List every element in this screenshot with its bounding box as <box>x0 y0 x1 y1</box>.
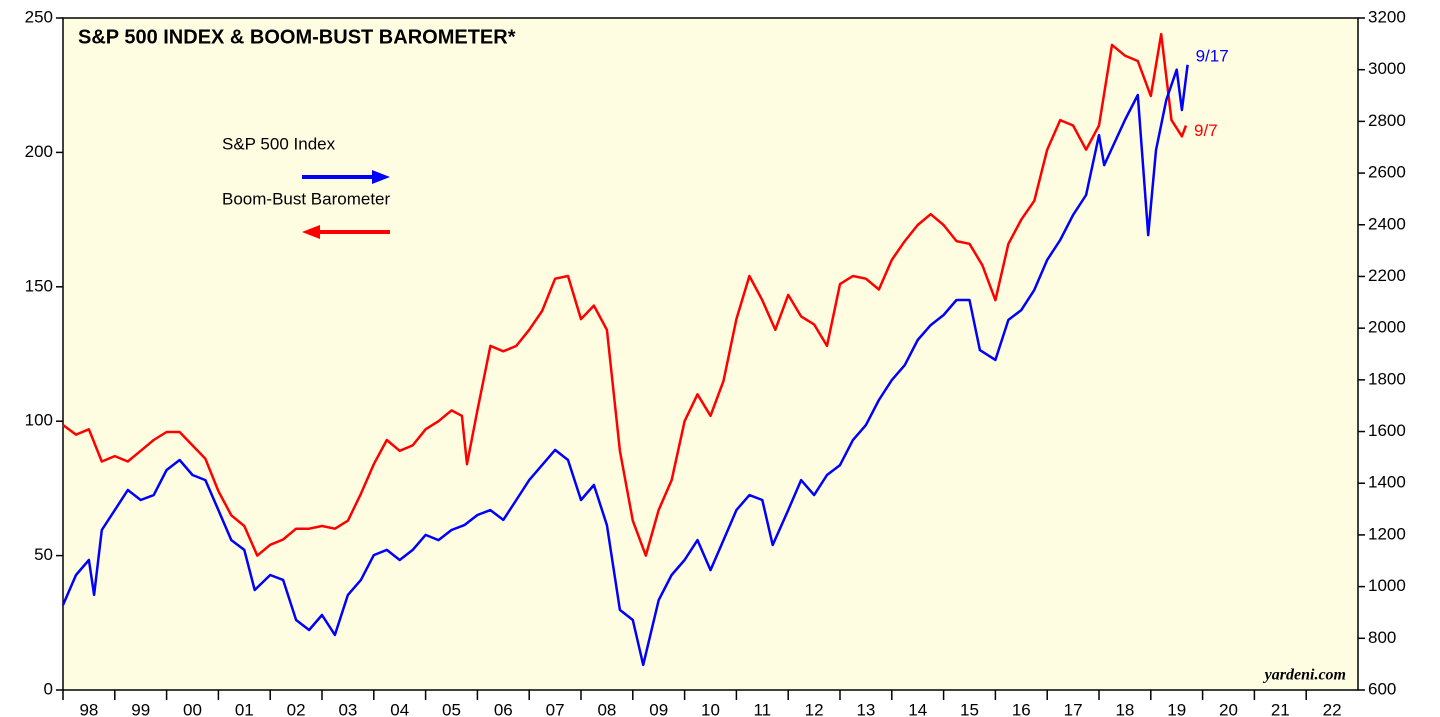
x-tick-label: 22 <box>1323 700 1342 717</box>
end-label: 9/17 <box>1196 46 1229 65</box>
series-line <box>62 32 1188 557</box>
y2-tick-label: 2000 <box>1368 318 1406 337</box>
y2-tick-label: 2800 <box>1368 111 1406 130</box>
x-tick-label: 21 <box>1271 700 1290 717</box>
legend-arrow <box>302 225 320 239</box>
y-tick-label: 200 <box>25 142 53 161</box>
x-tick-label: 00 <box>183 700 202 717</box>
legend-label: Boom-Bust Barometer <box>222 189 391 208</box>
x-tick-label: 04 <box>390 700 409 717</box>
x-tick-label: 09 <box>649 700 668 717</box>
legend-arrow <box>372 170 390 184</box>
x-tick-label: 19 <box>1167 700 1186 717</box>
series-line <box>61 64 1189 667</box>
y2-tick-label: 1200 <box>1368 524 1406 543</box>
y2-tick-label: 600 <box>1368 679 1396 698</box>
y-tick-label: 250 <box>25 7 53 26</box>
x-tick-label: 14 <box>908 700 927 717</box>
chart-title: S&P 500 INDEX & BOOM-BUST BAROMETER* <box>78 26 516 48</box>
x-tick-label: 15 <box>960 700 979 717</box>
x-tick-label: 11 <box>753 700 771 717</box>
y-tick-label: 50 <box>34 545 53 564</box>
x-tick-label: 18 <box>1115 700 1134 717</box>
x-tick-label: 05 <box>442 700 461 717</box>
x-tick-label: 02 <box>287 700 306 717</box>
y2-tick-label: 2400 <box>1368 214 1406 233</box>
y-tick-label: 0 <box>44 679 53 698</box>
x-tick-label: 01 <box>235 700 254 717</box>
x-tick-label: 03 <box>338 700 357 717</box>
x-tick-label: 06 <box>494 700 513 717</box>
x-tick-label: 98 <box>79 700 98 717</box>
y2-tick-label: 3200 <box>1368 7 1406 26</box>
y2-tick-label: 1600 <box>1368 421 1406 440</box>
x-tick-label: 16 <box>1012 700 1031 717</box>
x-tick-label: 12 <box>805 700 824 717</box>
y-tick-label: 150 <box>25 276 53 295</box>
y-tick-label: 100 <box>25 411 53 430</box>
y2-tick-label: 1400 <box>1368 473 1406 492</box>
y2-tick-label: 1800 <box>1368 369 1406 388</box>
y2-tick-label: 800 <box>1368 628 1396 647</box>
y2-tick-label: 3000 <box>1368 59 1406 78</box>
x-tick-label: 20 <box>1219 700 1238 717</box>
x-tick-label: 13 <box>856 700 875 717</box>
y2-tick-label: 2200 <box>1368 266 1406 285</box>
y2-tick-label: 2600 <box>1368 163 1406 182</box>
x-tick-label: 99 <box>131 700 150 717</box>
x-tick-label: 17 <box>1064 700 1083 717</box>
y2-tick-label: 1000 <box>1368 576 1406 595</box>
x-tick-label: 07 <box>546 700 565 717</box>
x-tick-label: 10 <box>701 700 720 717</box>
end-label: 9/7 <box>1194 121 1218 140</box>
legend-label: S&P 500 Index <box>222 134 336 153</box>
source: yardeni.com <box>1263 667 1346 684</box>
x-tick-label: 08 <box>597 700 616 717</box>
